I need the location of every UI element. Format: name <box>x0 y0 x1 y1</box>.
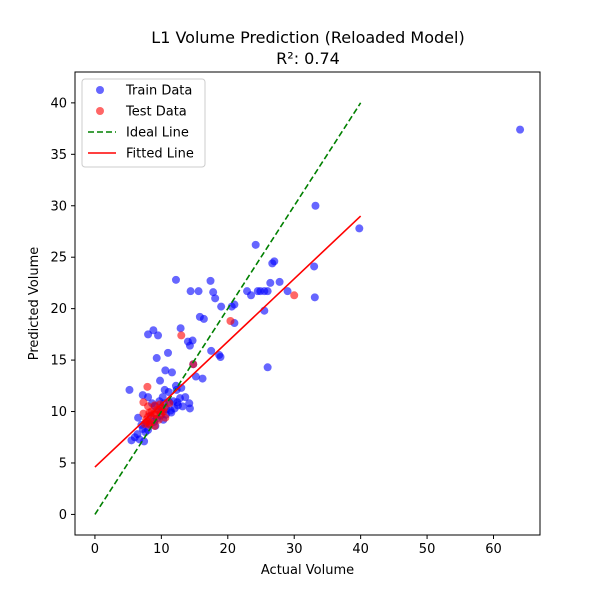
x-tick-label: 0 <box>91 542 99 557</box>
train-data-point <box>243 287 252 296</box>
train-data-point <box>149 326 158 335</box>
y-tick-label: 35 <box>50 148 67 163</box>
train-data-point <box>140 437 149 446</box>
y-tick-label: 10 <box>50 405 67 420</box>
train-data-point <box>516 125 525 134</box>
x-tick-label: 60 <box>485 542 502 557</box>
test-data-point <box>165 399 174 408</box>
legend: Train Data Test Data Ideal Line Fitted Line <box>81 78 206 168</box>
train-data-point <box>188 336 197 345</box>
train-data-point <box>207 346 216 355</box>
y-tick-label: 25 <box>50 251 67 266</box>
legend-train-marker <box>96 86 104 94</box>
train-data-point <box>152 354 161 363</box>
legend-label: Ideal Line <box>126 126 189 141</box>
y-axis-label: Predicted Volume <box>27 247 42 361</box>
test-data-point <box>290 291 299 300</box>
train-data-point <box>164 387 173 396</box>
train-data-point <box>161 366 170 375</box>
train-data-point <box>275 277 284 286</box>
test-data-point <box>161 413 170 422</box>
train-data-point <box>127 436 136 445</box>
y-tick-label: 15 <box>50 354 67 369</box>
test-data-point <box>226 316 235 325</box>
legend-label: Train Data <box>125 84 192 99</box>
test-data-point <box>150 409 159 418</box>
train-data-point <box>217 302 226 311</box>
train-data-point <box>263 287 272 296</box>
y-tick-label: 5 <box>59 456 67 471</box>
x-tick-label: 10 <box>153 542 170 557</box>
test-data-point <box>156 406 165 415</box>
train-data-point <box>125 385 134 394</box>
train-data-point <box>167 368 176 377</box>
train-data-point <box>206 276 215 285</box>
legend-label: Test Data <box>125 105 187 120</box>
train-data-point <box>186 287 195 296</box>
train-data-point <box>251 240 260 249</box>
train-data-point <box>209 288 218 297</box>
plot-frame <box>74 71 541 536</box>
train-data-point <box>158 393 167 402</box>
train-data-point <box>198 374 207 383</box>
x-axis-label: Actual Volume <box>261 563 354 578</box>
test-data-point <box>177 331 186 340</box>
x-tick-label: 50 <box>419 542 436 557</box>
chart-title: L1 Volume Prediction (Reloaded Model) <box>151 28 464 47</box>
train-data-point <box>355 224 364 233</box>
fitted-line <box>94 215 362 468</box>
y-tick-label: 30 <box>50 199 67 214</box>
test-data-point <box>139 409 148 418</box>
chart-subtitle: R²: 0.74 <box>276 49 340 68</box>
train-data-point <box>310 293 319 302</box>
train-data-point <box>310 262 319 271</box>
train-data-point <box>311 201 320 210</box>
legend-box <box>81 78 206 168</box>
train-data-point <box>181 393 190 402</box>
x-tick-label: 20 <box>220 542 237 557</box>
train-data-point <box>268 259 277 268</box>
train-data-point <box>263 363 272 372</box>
train-data-point <box>164 348 172 357</box>
train-data-point <box>283 287 292 296</box>
y-tick-label: 0 <box>59 508 67 523</box>
train-data-point <box>185 404 194 413</box>
legend-label: Fitted Line <box>126 147 194 162</box>
train-data-point <box>199 314 208 323</box>
train-data-point <box>266 278 275 287</box>
train-data-point <box>154 331 163 340</box>
x-tick-label: 30 <box>286 542 303 557</box>
train-data-point <box>171 275 180 284</box>
train-data-point <box>167 408 176 417</box>
train-data-point <box>211 294 220 303</box>
train-data-point <box>144 393 153 402</box>
y-tick-label: 40 <box>50 96 67 111</box>
y-tick-label: 20 <box>50 302 67 317</box>
train-data-point <box>216 353 225 362</box>
ideal-line <box>94 102 362 515</box>
train-data-point <box>156 376 165 385</box>
legend-test-marker <box>96 107 104 115</box>
test-data-point <box>143 382 152 391</box>
x-tick-label: 40 <box>352 542 369 557</box>
train-data-point <box>194 287 203 296</box>
train-data-point <box>178 402 187 411</box>
train-data-point <box>176 324 185 333</box>
train-data-point <box>256 287 265 296</box>
